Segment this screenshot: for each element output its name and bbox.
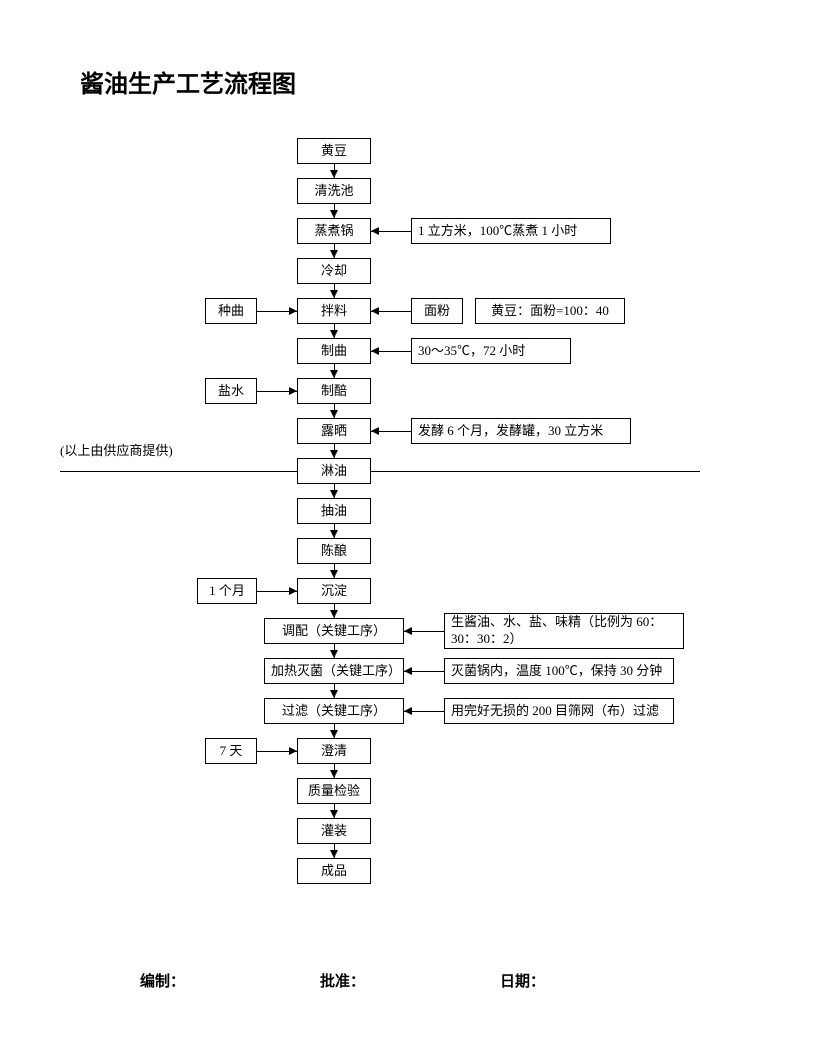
step-s9: 抽油 [297, 498, 371, 524]
left-arrow-s15 [289, 747, 297, 755]
right-note-s5: 30～35℃，72 小时 [411, 338, 571, 364]
right-note-s2: 1 立方米，100℃蒸煮 1 小时 [411, 218, 611, 244]
step-s12: 调配（关键工序） [264, 618, 404, 644]
step-s4: 拌料 [297, 298, 371, 324]
footer-prepare: 编制： [140, 970, 185, 991]
left-note-s11: 1 个月 [197, 578, 257, 604]
right-note-s7: 发酵 6 个月，发酵罐，30 立方米 [411, 418, 631, 444]
right-arrow-s7 [371, 427, 379, 435]
step-s2: 蒸煮锅 [297, 218, 371, 244]
rightbox-s4: 面粉 [411, 298, 463, 324]
right-note-s13: 灭菌锅内，温度 100℃，保持 30 分钟 [444, 658, 674, 684]
right-arrow-s2 [371, 227, 379, 235]
step-s18: 成品 [297, 858, 371, 884]
arrow-down-7 [330, 450, 338, 458]
page-title: 酱油生产工艺流程图 [80, 64, 296, 99]
left-arrow-s4 [289, 307, 297, 315]
rightbox-arrow-s4 [371, 307, 379, 315]
step-s10: 陈酿 [297, 538, 371, 564]
step-s1: 清洗池 [297, 178, 371, 204]
arrow-down-6 [330, 410, 338, 418]
right-note-s12: 生酱油、水、盐、味精（比例为 60：30：30：2） [444, 613, 684, 649]
arrow-down-1 [330, 210, 338, 218]
step-s11: 沉淀 [297, 578, 371, 604]
step-s13: 加热灭菌（关键工序） [264, 658, 404, 684]
arrow-down-5 [330, 370, 338, 378]
step-s17: 灌装 [297, 818, 371, 844]
arrow-down-3 [330, 290, 338, 298]
step-s15: 澄清 [297, 738, 371, 764]
right-note-s14: 用完好无损的 200 目筛网（布）过滤 [444, 698, 674, 724]
step-s5: 制曲 [297, 338, 371, 364]
arrow-down-11 [330, 610, 338, 618]
left-note-s6: 盐水 [205, 378, 257, 404]
extra-s4: 黄豆：面粉=100：40 [475, 298, 625, 324]
right-arrow-s13 [404, 667, 412, 675]
right-arrow-s12 [404, 627, 412, 635]
arrow-down-12 [330, 650, 338, 658]
arrow-down-10 [330, 570, 338, 578]
step-s3: 冷却 [297, 258, 371, 284]
step-s6: 制醅 [297, 378, 371, 404]
divider-right [371, 471, 700, 472]
supplier-note: (以上由供应商提供) [60, 440, 173, 459]
arrow-down-0 [330, 170, 338, 178]
footer-date: 日期： [500, 970, 545, 991]
left-note-s4: 种曲 [205, 298, 257, 324]
left-note-s15: 7 天 [205, 738, 257, 764]
arrow-down-4 [330, 330, 338, 338]
step-s8: 淋油 [297, 458, 371, 484]
arrow-down-14 [330, 730, 338, 738]
arrow-down-17 [330, 850, 338, 858]
step-s0: 黄豆 [297, 138, 371, 164]
right-arrow-s14 [404, 707, 412, 715]
left-arrow-s6 [289, 387, 297, 395]
footer-approve: 批准： [320, 970, 365, 991]
step-s14: 过滤（关键工序） [264, 698, 404, 724]
step-s7: 露晒 [297, 418, 371, 444]
right-arrow-s5 [371, 347, 379, 355]
step-s16: 质量检验 [297, 778, 371, 804]
arrow-down-9 [330, 530, 338, 538]
left-arrow-s11 [289, 587, 297, 595]
arrow-down-16 [330, 810, 338, 818]
arrow-down-15 [330, 770, 338, 778]
arrow-down-13 [330, 690, 338, 698]
divider-left [60, 471, 297, 472]
arrow-down-2 [330, 250, 338, 258]
arrow-down-8 [330, 490, 338, 498]
